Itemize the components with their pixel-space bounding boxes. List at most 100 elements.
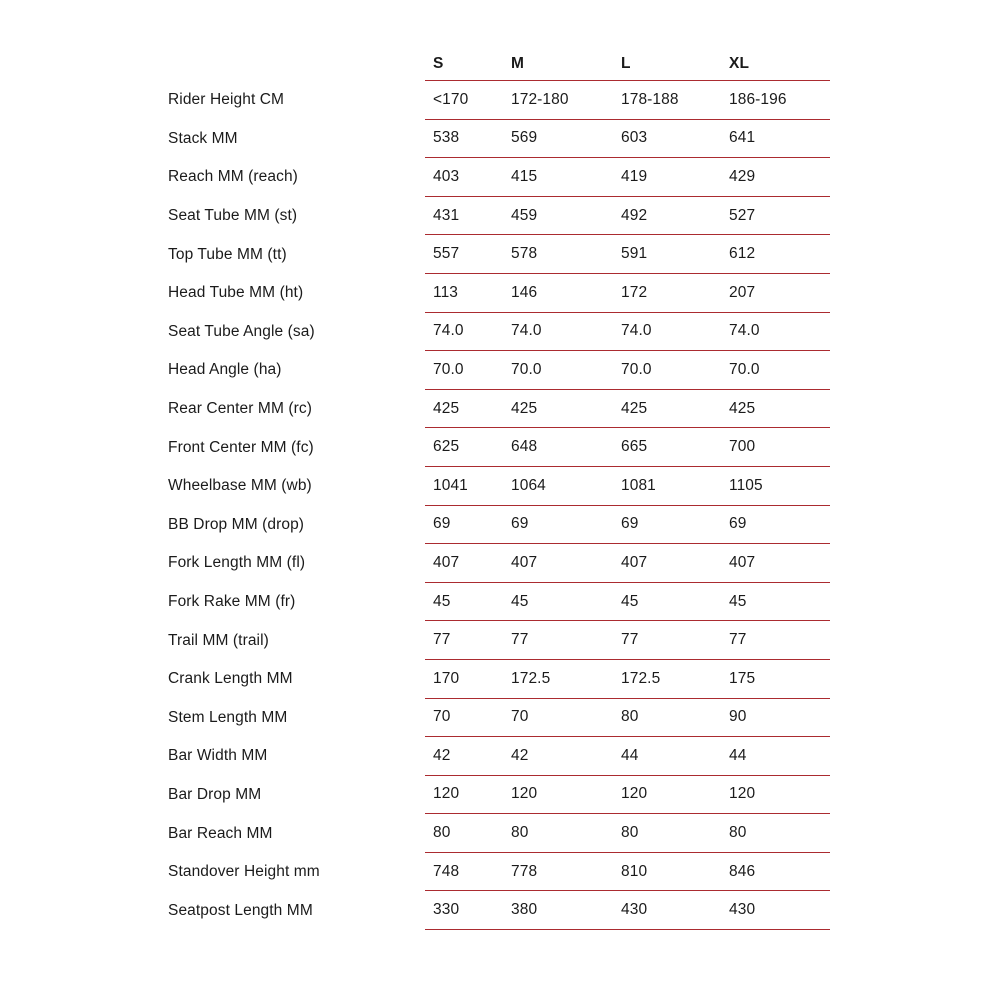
- row-label: Bar Drop MM: [168, 785, 262, 803]
- geometry-value: 80: [503, 814, 613, 853]
- table-row: Trail MM (trail) 77 77 77 77: [168, 621, 830, 660]
- table-row: Standover Height mm 748 778 810 846: [168, 853, 830, 892]
- geometry-value: 69: [721, 506, 830, 545]
- geometry-value: 80: [613, 699, 721, 738]
- table-row: Seat Tube Angle (sa) 74.0 74.0 74.0 74.0: [168, 313, 830, 352]
- table-row: Bar Width MM 42 42 44 44: [168, 737, 830, 776]
- geometry-value: 74.0: [613, 313, 721, 352]
- geometry-value: 430: [613, 891, 721, 931]
- header-spacer: [168, 47, 425, 81]
- geometry-value: 419: [613, 158, 721, 197]
- geometry-value: 407: [613, 544, 721, 583]
- geometry-value: 430: [721, 891, 830, 931]
- table-row: Reach MM (reach) 403 415 419 429: [168, 158, 830, 197]
- geometry-value: 665: [613, 428, 721, 467]
- geometry-value: 120: [425, 776, 503, 815]
- table-row: Rider Height CM <170 172-180 178-188 186-196: [168, 81, 830, 120]
- geometry-value: 70: [425, 699, 503, 738]
- row-label: Stem Length MM: [168, 708, 288, 726]
- geometry-value: 69: [425, 506, 503, 545]
- geometry-value: 80: [613, 814, 721, 853]
- geometry-value: 120: [613, 776, 721, 815]
- geometry-value: 74.0: [503, 313, 613, 352]
- row-label: Front Center MM (fc): [168, 438, 314, 456]
- table-row: Head Tube MM (ht) 113 146 172 207: [168, 274, 830, 313]
- geometry-value: 407: [425, 544, 503, 583]
- geometry-value: 425: [425, 390, 503, 429]
- geometry-value: 578: [503, 235, 613, 274]
- table-row: Crank Length MM 170 172.5 172.5 175: [168, 660, 830, 699]
- geometry-value: 1105: [721, 467, 830, 506]
- geometry-value: 80: [721, 814, 830, 853]
- table-row: Fork Rake MM (fr) 45 45 45 45: [168, 583, 830, 622]
- table-row: Bar Reach MM 80 80 80 80: [168, 814, 830, 853]
- row-label: Rider Height CM: [168, 91, 285, 109]
- geometry-value: 42: [503, 737, 613, 776]
- geometry-value: 77: [613, 621, 721, 660]
- row-label: Top Tube MM (tt): [168, 245, 287, 263]
- geometry-value: 492: [613, 197, 721, 236]
- geometry-value: 591: [613, 235, 721, 274]
- geometry-value: 42: [425, 737, 503, 776]
- geometry-value: 74.0: [425, 313, 503, 352]
- geometry-value: 175: [721, 660, 830, 699]
- table-row: Front Center MM (fc) 625 648 665 700: [168, 428, 830, 467]
- geometry-value: 380: [503, 891, 613, 931]
- row-label: Head Tube MM (ht): [168, 284, 304, 302]
- table-row: Head Angle (ha) 70.0 70.0 70.0 70.0: [168, 351, 830, 390]
- row-label: Bar Width MM: [168, 747, 268, 765]
- row-label: Head Angle (ha): [168, 361, 282, 379]
- geometry-value: 403: [425, 158, 503, 197]
- row-label: BB Drop MM (drop): [168, 515, 305, 533]
- geometry-value: 120: [503, 776, 613, 815]
- geometry-value: 330: [425, 891, 503, 931]
- table-row: Stack MM 538 569 603 641: [168, 120, 830, 159]
- table-row: Seat Tube MM (st) 431 459 492 527: [168, 197, 830, 236]
- row-label: Reach MM (reach): [168, 168, 298, 186]
- row-label: Seat Tube MM (st): [168, 207, 298, 225]
- geometry-value: 44: [721, 737, 830, 776]
- table-body: Rider Height CM <170 172-180 178-188 186-196…: [168, 81, 830, 931]
- geometry-value: 172-180: [503, 81, 613, 120]
- geometry-value: 113: [425, 274, 503, 313]
- row-label: Trail MM (trail): [168, 631, 269, 649]
- geometry-value: 45: [721, 583, 830, 622]
- geometry-value: 407: [503, 544, 613, 583]
- geometry-value: 407: [721, 544, 830, 583]
- geometry-value: 77: [503, 621, 613, 660]
- geometry-value: 70.0: [613, 351, 721, 390]
- geometry-value: 44: [613, 737, 721, 776]
- geometry-value: 625: [425, 428, 503, 467]
- geometry-value: 172.5: [613, 660, 721, 699]
- row-label: Seat Tube Angle (sa): [168, 322, 315, 340]
- header-row: S M L XL: [168, 47, 830, 81]
- row-label: Wheelbase MM (wb): [168, 477, 312, 495]
- geometry-value: 569: [503, 120, 613, 159]
- geometry-value: 648: [503, 428, 613, 467]
- geometry-value: 186-196: [721, 81, 830, 120]
- size-column-header: M: [503, 47, 613, 81]
- geometry-value: 612: [721, 235, 830, 274]
- geometry-value: 431: [425, 197, 503, 236]
- row-label: Fork Length MM (fl): [168, 554, 306, 572]
- row-label: Seatpost Length MM: [168, 901, 313, 919]
- table-row: Seatpost Length MM 330 380 430 430: [168, 891, 830, 931]
- row-label: Stack MM: [168, 129, 238, 147]
- geometry-value: 557: [425, 235, 503, 274]
- geometry-value: 70.0: [503, 351, 613, 390]
- table-row: Top Tube MM (tt) 557 578 591 612: [168, 235, 830, 274]
- geometry-value: 69: [613, 506, 721, 545]
- geometry-value: 810: [613, 853, 721, 892]
- row-label: Rear Center MM (rc): [168, 400, 312, 418]
- geometry-value: 527: [721, 197, 830, 236]
- geometry-value: 778: [503, 853, 613, 892]
- geometry-value: 146: [503, 274, 613, 313]
- geometry-value: 69: [503, 506, 613, 545]
- geometry-value: 1081: [613, 467, 721, 506]
- geometry-value: 70.0: [425, 351, 503, 390]
- geometry-value: 846: [721, 853, 830, 892]
- table-row: Wheelbase MM (wb) 1041 1064 1081 1105: [168, 467, 830, 506]
- geometry-value: 1064: [503, 467, 613, 506]
- geometry-value: 172.5: [503, 660, 613, 699]
- geometry-value: 77: [425, 621, 503, 660]
